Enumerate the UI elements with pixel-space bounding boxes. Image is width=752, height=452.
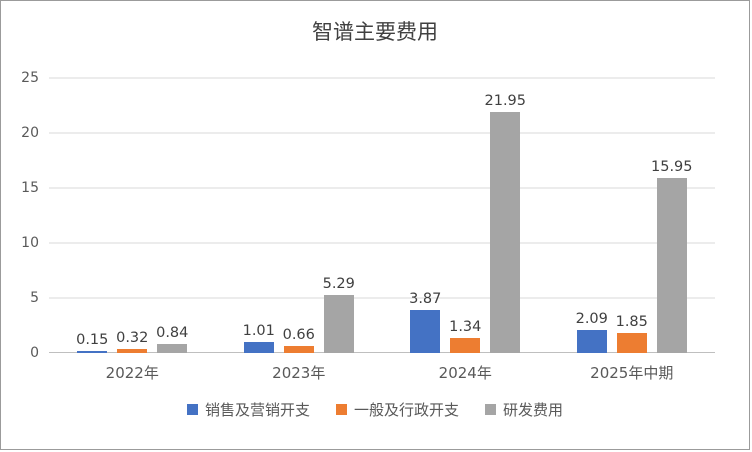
y-tick-label: 0	[30, 345, 39, 361]
y-tick-label: 10	[21, 235, 39, 251]
legend-label: 一般及行政开支	[353, 401, 459, 419]
bar-series1-cat3: 3.87	[409, 291, 441, 353]
x-axis-line	[49, 352, 715, 353]
bar-value-label: 0.15	[76, 332, 109, 349]
bar-series2-cat4: 1.85	[616, 314, 648, 353]
y-tick-label: 15	[21, 180, 39, 196]
gridline	[49, 132, 715, 134]
bar-series3-cat3: 21.95	[484, 93, 526, 353]
legend-label: 研发费用	[503, 401, 564, 419]
plot-area: 0.15 0.32 0.84 1.01 0.66 5.29 3.87 1.34 21.95 2.0…	[49, 77, 715, 353]
legend-swatch	[186, 404, 198, 415]
bar-value-label: 2.09	[575, 311, 608, 328]
legend-swatch	[335, 404, 347, 415]
bar-value-label: 21.95	[484, 92, 527, 109]
chart-title: 智谱主要费用	[312, 20, 438, 44]
bar-value-label: 1.01	[242, 322, 275, 339]
gridline	[49, 242, 715, 244]
bar-series3-cat1: 0.84	[156, 325, 188, 353]
bar-series1-cat2: 1.01	[243, 323, 275, 353]
x-category-label: 2025年中期	[590, 363, 674, 382]
legend-item: 一般及行政开支	[335, 399, 459, 420]
bar-series1-cat1: 0.15	[76, 332, 108, 353]
x-category-label: 2023年	[272, 363, 326, 382]
bar-group: 3.87 1.34 21.95	[382, 78, 549, 353]
gridline	[49, 297, 715, 299]
legend-swatch	[485, 404, 496, 415]
bar-value-label: 3.87	[409, 291, 442, 308]
x-category-label: 2024年	[438, 363, 492, 382]
bar-value-label: 5.29	[322, 275, 355, 292]
gridline	[49, 187, 715, 189]
legend-item: 研发费用	[485, 399, 563, 420]
x-axis-labels: 2022年 2023年 2024年 2025年中期	[49, 353, 715, 391]
bar-value-label: 0.32	[116, 330, 149, 347]
bar-series2-cat1: 0.32	[116, 330, 148, 353]
bar-value-label: 15.95	[650, 158, 693, 175]
bar-group: 2.09 1.85 15.95	[549, 78, 716, 353]
bar-value-label: 1.85	[615, 313, 648, 330]
bar-series2-cat3: 1.34	[449, 319, 481, 353]
gridline	[49, 77, 715, 79]
bar-series3-cat4: 15.95	[651, 159, 693, 353]
bar-group: 1.01 0.66 5.29	[216, 78, 383, 353]
bar-value-label: 0.66	[282, 326, 315, 343]
bar-value-label: 1.34	[449, 319, 482, 336]
plot-row: 0 5 10 15 20 25 0.15 0.32 0.84 1.01 0.66 5.29 3.87 1…	[9, 70, 715, 361]
bar-series1-cat4: 2.09	[576, 311, 608, 353]
bar-groups: 0.15 0.32 0.84 1.01 0.66 5.29 3.87 1.34 21.95 2.0…	[49, 78, 715, 353]
y-tick-label: 25	[21, 70, 39, 86]
legend-item: 销售及营销开支	[186, 399, 310, 420]
legend: 销售及营销开支 一般及行政开支 研发费用	[1, 399, 749, 420]
y-axis: 0 5 10 15 20 25	[9, 70, 49, 361]
bar-series2-cat2: 0.66	[283, 327, 315, 353]
bar-group: 0.15 0.32 0.84	[49, 78, 216, 353]
legend-label: 销售及营销开支	[204, 401, 310, 419]
bar-series3-cat2: 5.29	[323, 276, 355, 353]
y-tick-label: 20	[21, 125, 39, 141]
bar-value-label: 0.84	[156, 324, 189, 341]
y-tick-label: 5	[30, 290, 39, 306]
x-category-label: 2022年	[105, 363, 159, 382]
